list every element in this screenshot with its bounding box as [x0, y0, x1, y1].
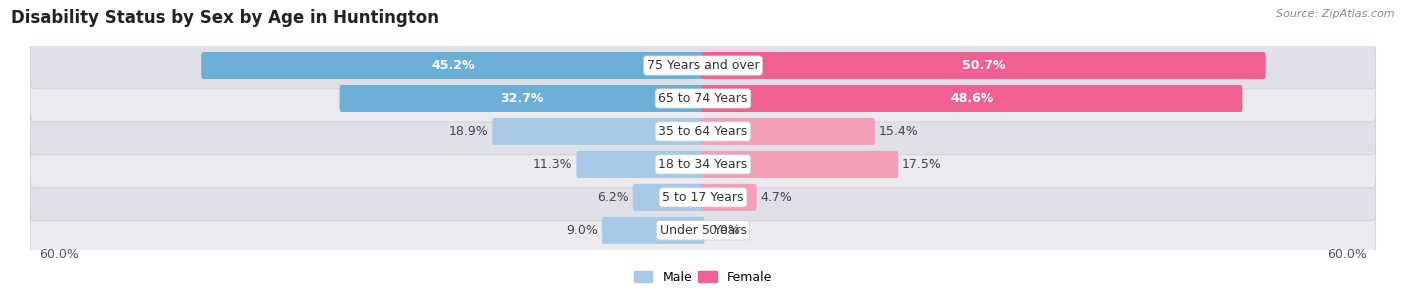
FancyBboxPatch shape — [702, 85, 1243, 112]
FancyBboxPatch shape — [492, 118, 704, 145]
Text: 75 Years and over: 75 Years and over — [647, 59, 759, 72]
FancyBboxPatch shape — [702, 151, 898, 178]
Text: 48.6%: 48.6% — [950, 92, 994, 105]
Text: Disability Status by Sex by Age in Huntington: Disability Status by Sex by Age in Hunti… — [11, 9, 439, 27]
FancyBboxPatch shape — [702, 118, 875, 145]
FancyBboxPatch shape — [31, 174, 1375, 221]
Text: 6.2%: 6.2% — [598, 191, 628, 204]
FancyBboxPatch shape — [201, 52, 704, 79]
Text: Source: ZipAtlas.com: Source: ZipAtlas.com — [1277, 9, 1395, 19]
Text: 60.0%: 60.0% — [1327, 249, 1367, 261]
Text: 17.5%: 17.5% — [903, 158, 942, 171]
Text: 4.7%: 4.7% — [761, 191, 793, 204]
Text: 18.9%: 18.9% — [449, 125, 488, 138]
FancyBboxPatch shape — [702, 184, 756, 211]
Text: Under 5 Years: Under 5 Years — [659, 224, 747, 237]
FancyBboxPatch shape — [31, 75, 1375, 122]
Text: 60.0%: 60.0% — [39, 249, 79, 261]
Text: 45.2%: 45.2% — [432, 59, 475, 72]
Text: 50.7%: 50.7% — [962, 59, 1005, 72]
FancyBboxPatch shape — [702, 52, 1265, 79]
FancyBboxPatch shape — [602, 217, 704, 244]
FancyBboxPatch shape — [576, 151, 704, 178]
Text: 32.7%: 32.7% — [501, 92, 544, 105]
FancyBboxPatch shape — [340, 85, 704, 112]
Text: 0.0%: 0.0% — [709, 224, 741, 237]
Text: 11.3%: 11.3% — [533, 158, 572, 171]
FancyBboxPatch shape — [31, 141, 1375, 188]
FancyBboxPatch shape — [633, 184, 704, 211]
FancyBboxPatch shape — [31, 207, 1375, 254]
Legend: Male, Female: Male, Female — [628, 266, 778, 289]
Text: 15.4%: 15.4% — [879, 125, 918, 138]
Text: 18 to 34 Years: 18 to 34 Years — [658, 158, 748, 171]
Text: 35 to 64 Years: 35 to 64 Years — [658, 125, 748, 138]
FancyBboxPatch shape — [31, 108, 1375, 155]
Text: 9.0%: 9.0% — [567, 224, 598, 237]
Text: 65 to 74 Years: 65 to 74 Years — [658, 92, 748, 105]
FancyBboxPatch shape — [31, 42, 1375, 89]
Text: 5 to 17 Years: 5 to 17 Years — [662, 191, 744, 204]
